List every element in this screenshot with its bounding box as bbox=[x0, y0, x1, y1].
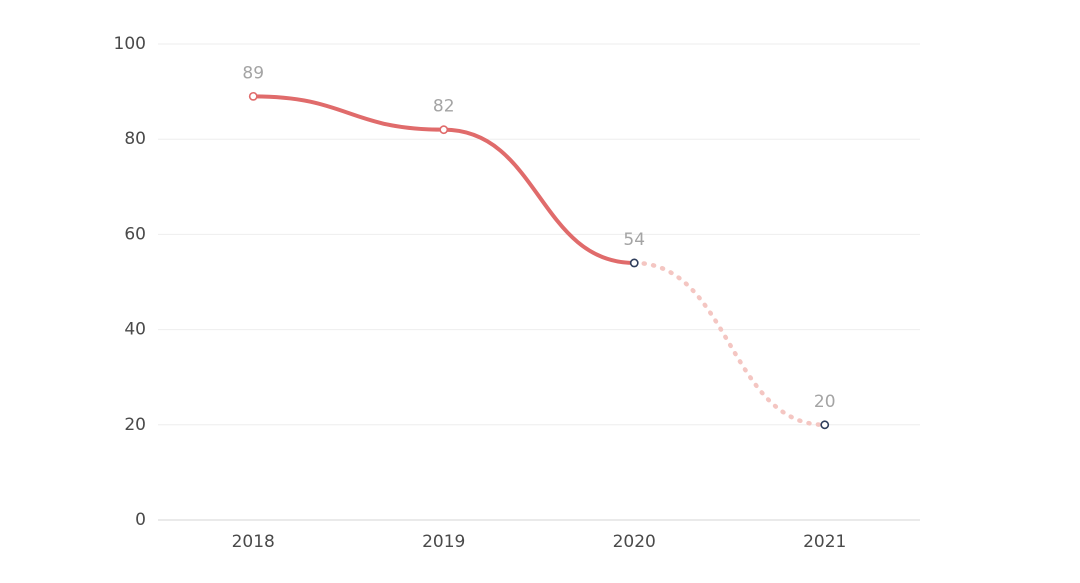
x-tick-label: 2018 bbox=[232, 532, 275, 552]
data-point bbox=[629, 258, 639, 268]
series-line-segment bbox=[441, 127, 637, 265]
series-projected-segment bbox=[632, 260, 827, 428]
data-point bbox=[248, 91, 258, 101]
y-tick-label: 0 bbox=[135, 510, 146, 530]
series-layer bbox=[251, 94, 827, 428]
axis-layer: 0 20 40 60 80 100 2018 2019 2020 2021 bbox=[114, 34, 920, 552]
grid-layer bbox=[158, 43, 920, 426]
y-tick-label: 100 bbox=[114, 34, 146, 54]
data-label: 82 bbox=[433, 97, 455, 117]
y-tick-label: 40 bbox=[124, 320, 146, 340]
point-layer bbox=[248, 91, 830, 430]
y-tick-label: 60 bbox=[124, 224, 146, 244]
x-tick-label: 2020 bbox=[613, 532, 656, 552]
label-layer: 89 82 54 20 bbox=[242, 63, 835, 411]
x-tick-label: 2019 bbox=[422, 532, 465, 552]
data-point bbox=[820, 420, 830, 430]
data-label: 89 bbox=[242, 63, 264, 83]
data-point bbox=[439, 125, 449, 135]
data-label: 54 bbox=[623, 230, 645, 250]
y-tick-label: 80 bbox=[124, 129, 146, 149]
data-label: 20 bbox=[814, 392, 836, 412]
x-tick-label: 2021 bbox=[803, 532, 846, 552]
y-tick-label: 20 bbox=[124, 415, 146, 435]
series-line-segment bbox=[251, 94, 446, 132]
